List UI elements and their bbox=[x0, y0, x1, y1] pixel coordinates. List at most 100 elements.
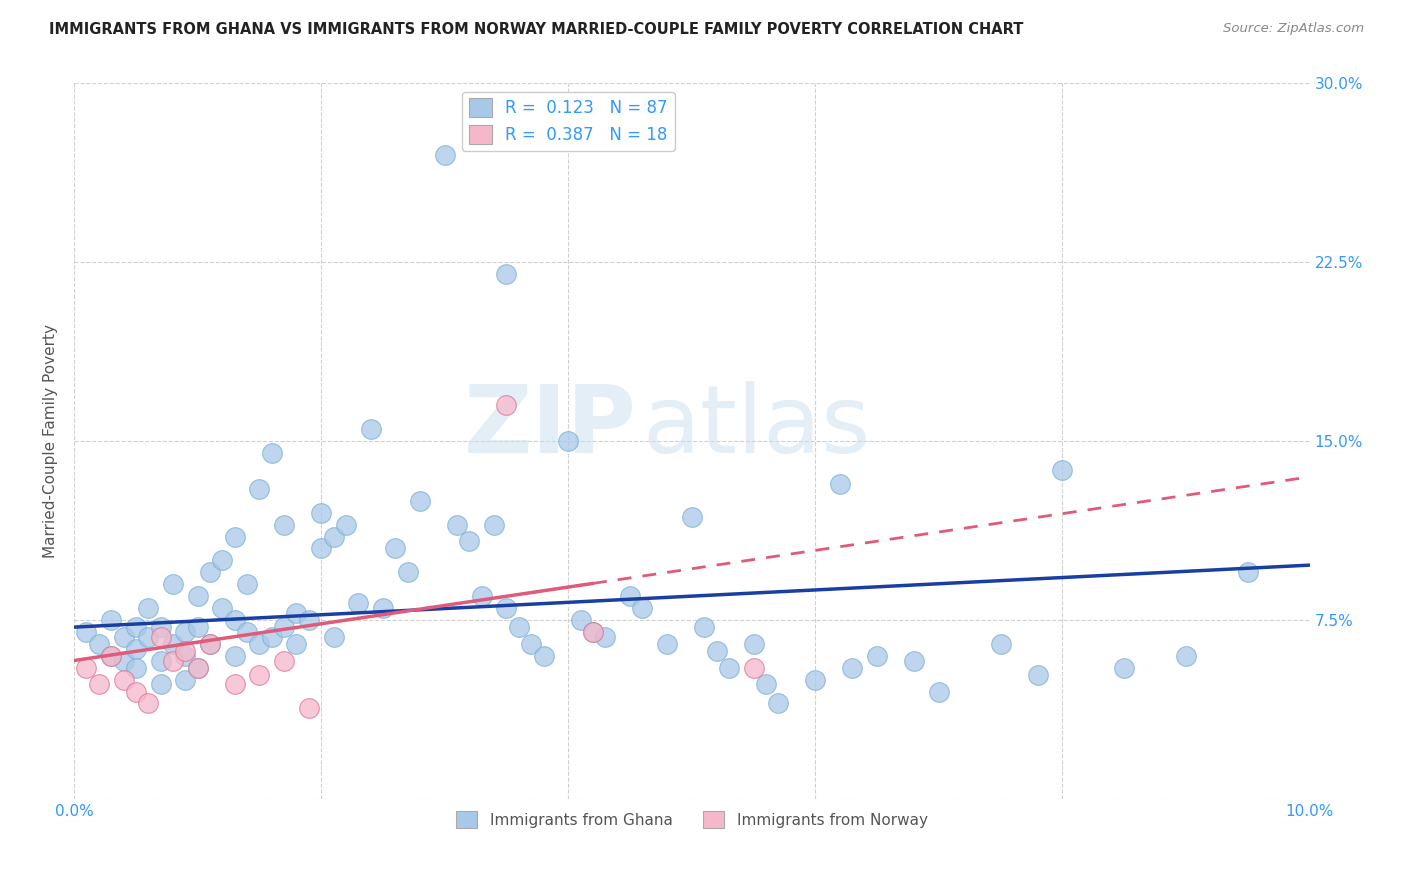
Point bbox=[1175, 648, 1198, 663]
Point bbox=[595, 630, 617, 644]
Point bbox=[260, 630, 283, 644]
Point bbox=[100, 648, 122, 663]
Point bbox=[100, 613, 122, 627]
Point bbox=[322, 630, 344, 644]
Point bbox=[309, 541, 332, 556]
Point bbox=[112, 653, 135, 667]
Point bbox=[533, 648, 555, 663]
Point bbox=[706, 644, 728, 658]
Point bbox=[768, 697, 790, 711]
Point bbox=[136, 630, 159, 644]
Point bbox=[247, 482, 270, 496]
Point bbox=[198, 637, 221, 651]
Point bbox=[1026, 668, 1049, 682]
Point bbox=[75, 661, 97, 675]
Text: atlas: atlas bbox=[643, 381, 870, 473]
Point bbox=[149, 677, 172, 691]
Point bbox=[247, 637, 270, 651]
Point bbox=[247, 668, 270, 682]
Point bbox=[187, 661, 209, 675]
Point bbox=[162, 653, 184, 667]
Point bbox=[742, 661, 765, 675]
Point bbox=[174, 624, 197, 639]
Point bbox=[136, 601, 159, 615]
Point bbox=[396, 566, 419, 580]
Point bbox=[458, 534, 481, 549]
Point bbox=[224, 529, 246, 543]
Point bbox=[582, 624, 605, 639]
Point bbox=[75, 624, 97, 639]
Point bbox=[236, 577, 259, 591]
Point bbox=[371, 601, 394, 615]
Point bbox=[631, 601, 654, 615]
Point bbox=[125, 620, 148, 634]
Point bbox=[162, 637, 184, 651]
Point bbox=[335, 517, 357, 532]
Point bbox=[236, 624, 259, 639]
Point bbox=[136, 697, 159, 711]
Point bbox=[125, 684, 148, 698]
Point bbox=[162, 577, 184, 591]
Point bbox=[471, 589, 494, 603]
Point bbox=[990, 637, 1012, 651]
Point bbox=[87, 677, 110, 691]
Point bbox=[198, 566, 221, 580]
Point bbox=[322, 529, 344, 543]
Text: Source: ZipAtlas.com: Source: ZipAtlas.com bbox=[1223, 22, 1364, 36]
Point bbox=[482, 517, 505, 532]
Point bbox=[804, 673, 827, 687]
Point bbox=[681, 510, 703, 524]
Point bbox=[755, 677, 778, 691]
Point bbox=[446, 517, 468, 532]
Point bbox=[520, 637, 543, 651]
Point bbox=[495, 267, 517, 281]
Point bbox=[87, 637, 110, 651]
Text: IMMIGRANTS FROM GHANA VS IMMIGRANTS FROM NORWAY MARRIED-COUPLE FAMILY POVERTY CO: IMMIGRANTS FROM GHANA VS IMMIGRANTS FROM… bbox=[49, 22, 1024, 37]
Point bbox=[1114, 661, 1136, 675]
Text: ZIP: ZIP bbox=[464, 381, 636, 473]
Point bbox=[187, 661, 209, 675]
Point bbox=[285, 637, 308, 651]
Point bbox=[360, 422, 382, 436]
Point bbox=[717, 661, 740, 675]
Point bbox=[1052, 463, 1074, 477]
Point bbox=[298, 701, 321, 715]
Point bbox=[841, 661, 863, 675]
Point bbox=[149, 620, 172, 634]
Point bbox=[384, 541, 406, 556]
Point bbox=[273, 620, 295, 634]
Point bbox=[149, 630, 172, 644]
Point bbox=[174, 648, 197, 663]
Point bbox=[495, 398, 517, 412]
Point bbox=[828, 477, 851, 491]
Point bbox=[224, 648, 246, 663]
Point bbox=[347, 596, 370, 610]
Point bbox=[655, 637, 678, 651]
Point bbox=[273, 517, 295, 532]
Point bbox=[260, 446, 283, 460]
Point bbox=[557, 434, 579, 449]
Point bbox=[619, 589, 641, 603]
Point bbox=[174, 673, 197, 687]
Point bbox=[125, 641, 148, 656]
Point bbox=[903, 653, 925, 667]
Point bbox=[409, 493, 432, 508]
Point bbox=[224, 613, 246, 627]
Point bbox=[433, 148, 456, 162]
Point bbox=[569, 613, 592, 627]
Point bbox=[495, 601, 517, 615]
Point bbox=[211, 553, 233, 567]
Point bbox=[866, 648, 889, 663]
Point bbox=[211, 601, 233, 615]
Point bbox=[125, 661, 148, 675]
Point bbox=[174, 644, 197, 658]
Legend: Immigrants from Ghana, Immigrants from Norway: Immigrants from Ghana, Immigrants from N… bbox=[450, 805, 934, 834]
Point bbox=[742, 637, 765, 651]
Point bbox=[198, 637, 221, 651]
Point bbox=[508, 620, 530, 634]
Point bbox=[224, 677, 246, 691]
Point bbox=[309, 506, 332, 520]
Point bbox=[112, 673, 135, 687]
Point bbox=[298, 613, 321, 627]
Y-axis label: Married-Couple Family Poverty: Married-Couple Family Poverty bbox=[44, 324, 58, 558]
